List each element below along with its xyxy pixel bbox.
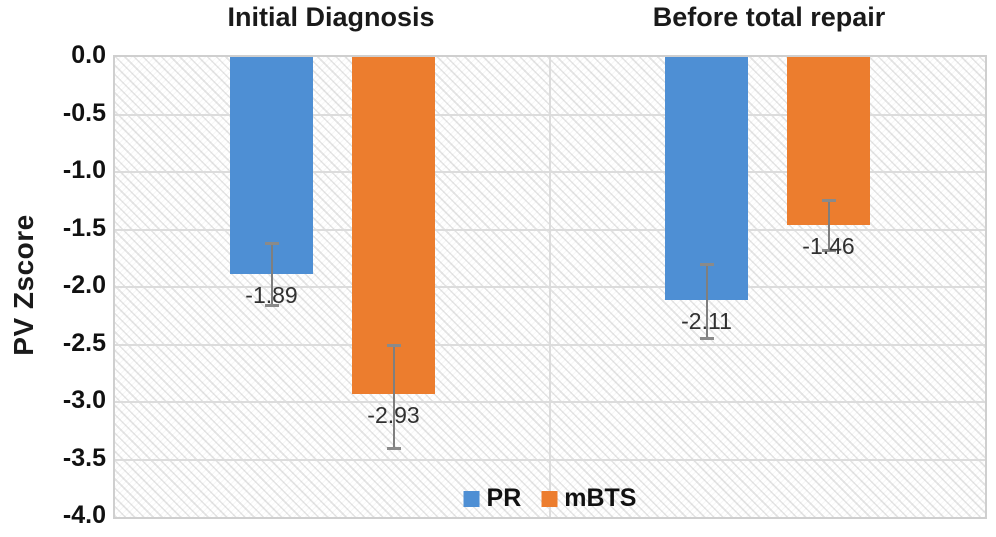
error-bar-cap [821, 198, 836, 202]
y-axis-tick: -1.0 [62, 156, 106, 184]
error-bar-line [270, 243, 273, 306]
y-axis-tick-labels: 0.0 -0.5 -1.0 -1.5 -2.0 -2.5 -3.0 -3.5 -4.0 [0, 0, 106, 537]
panel-title-before-total-repair: Before total repair [652, 2, 886, 32]
y-axis-tick: -3.5 [62, 443, 106, 472]
y-axis-tick: -3.0 [62, 386, 106, 414]
y-axis-tick: -4.0 [62, 501, 106, 529]
plot-area: -1.89 -2.11 -2.93 -1.46 [113, 55, 987, 519]
error-bar-cap [386, 447, 401, 450]
legend-swatch-mbts [541, 490, 558, 507]
y-axis-tick: 0.0 [71, 41, 106, 69]
error-bar-line [705, 264, 708, 338]
y-axis-tick: -2.0 [62, 271, 106, 299]
legend-label-mbts: mBTS [564, 484, 637, 512]
error-bar-line [827, 199, 830, 251]
error-bar-cap [264, 304, 279, 308]
y-axis-tick: -2.5 [62, 328, 106, 357]
error-bar-cap [386, 343, 401, 347]
data-label-pr-0: -1.89 [245, 282, 298, 309]
panel-title-initial-diagnosis: Initial Diagnosis [227, 2, 435, 32]
legend-item-pr: PR [463, 484, 522, 513]
error-bar-cap [699, 336, 714, 340]
legend-item-mbts: mBTS [541, 484, 636, 513]
bar-pr-0 [230, 57, 313, 275]
legend: PR mBTS [463, 484, 636, 513]
data-label-pr-1: -2.11 [681, 307, 732, 334]
y-axis-tick: -1.5 [62, 213, 106, 242]
data-label-mbts-1: -1.46 [802, 232, 855, 259]
error-bar-line [392, 344, 395, 448]
bar-pr-1 [665, 57, 748, 300]
error-bar-cap [264, 242, 279, 246]
y-axis-tick: -0.5 [62, 98, 106, 127]
error-bar-cap [699, 263, 714, 266]
gridline-vertical [549, 57, 551, 517]
error-bar-cap [821, 249, 836, 253]
bar-mbts-0 [352, 57, 435, 394]
legend-swatch-pr [463, 490, 480, 507]
bar-mbts-1 [787, 57, 870, 225]
data-label-mbts-0: -2.93 [367, 401, 420, 428]
legend-label-pr: PR [486, 484, 522, 512]
